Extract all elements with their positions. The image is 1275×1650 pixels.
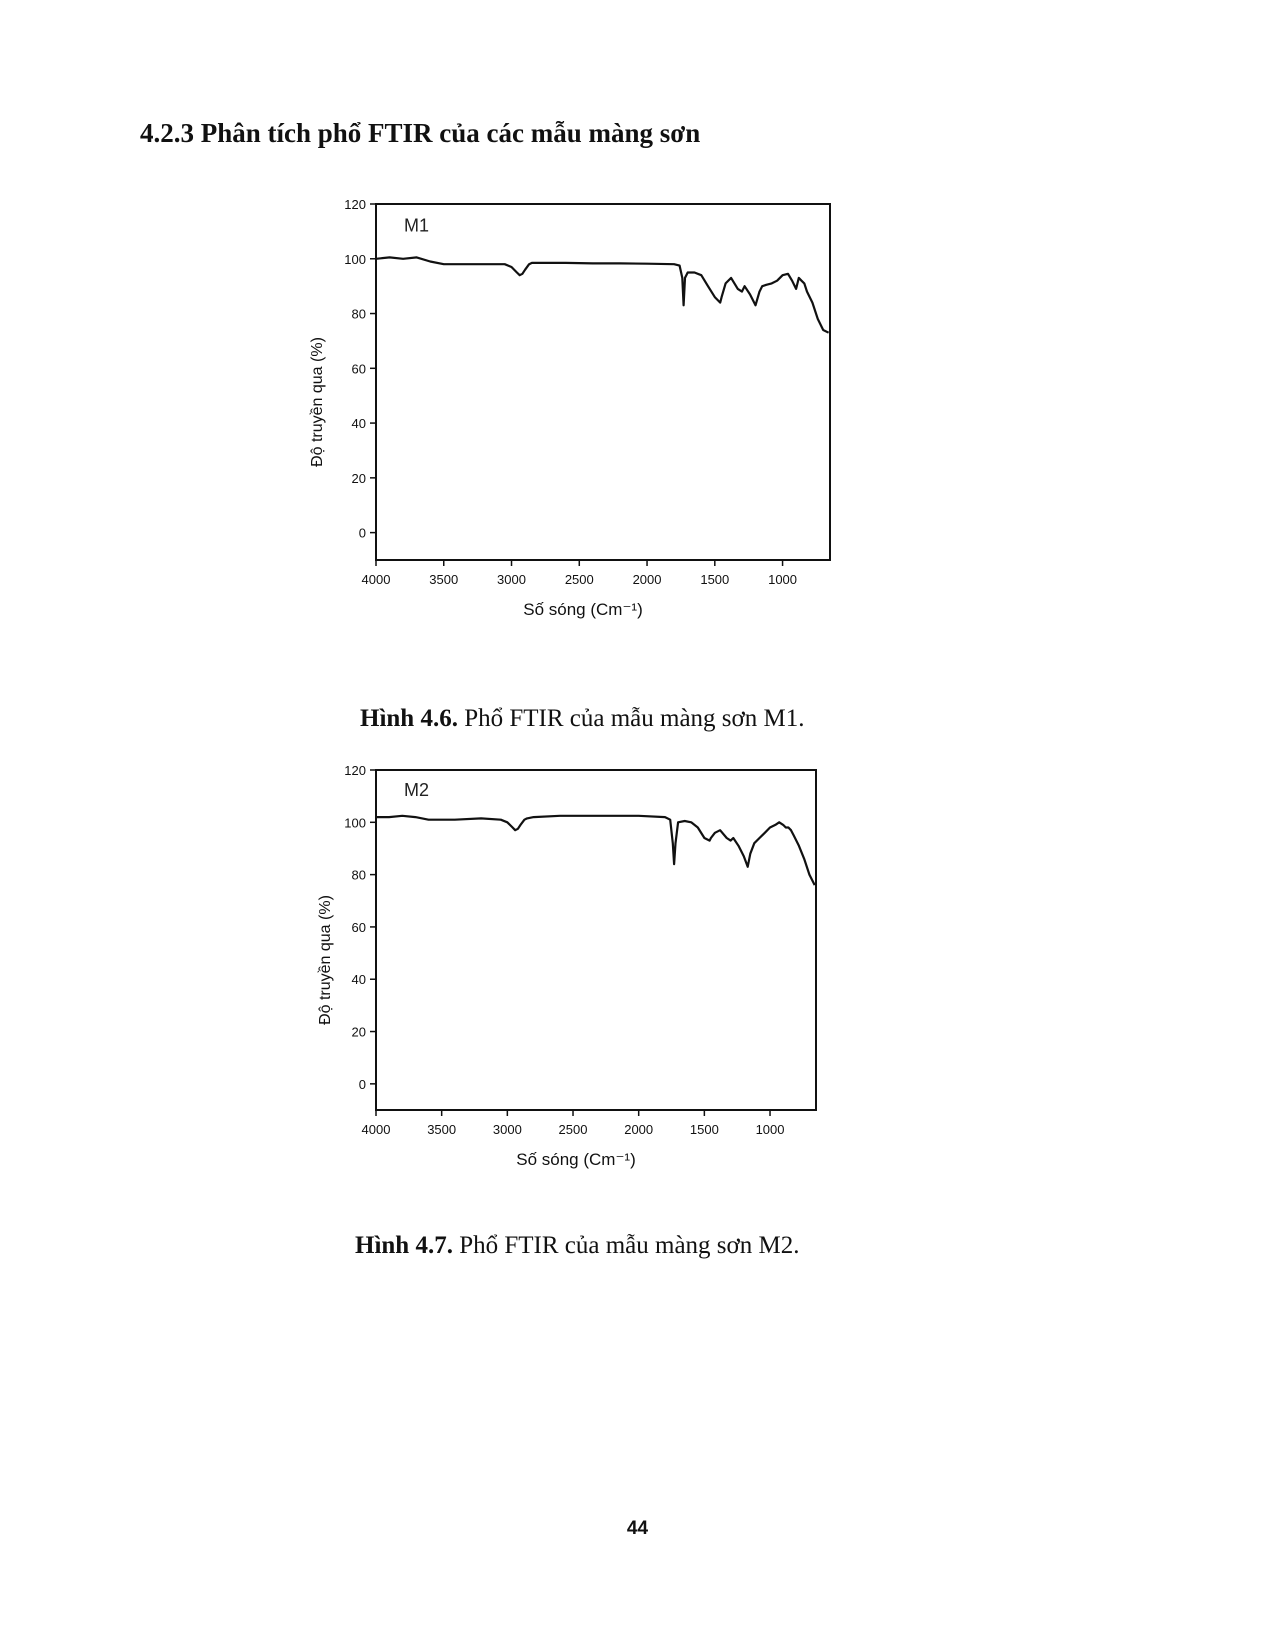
figure-text: Phổ FTIR của mẫu màng sơn M2.: [459, 1232, 800, 1259]
x-axis-label: Số sóng (Cm⁻¹): [516, 1150, 636, 1169]
x-tick-label: 2000: [624, 1122, 653, 1137]
x-tick-label: 2500: [565, 572, 594, 587]
y-tick-label: 80: [352, 868, 366, 883]
x-tick-label: 3500: [427, 1122, 456, 1137]
x-tick-label: 2000: [633, 572, 662, 587]
ftir-chart-m1: 0 20 40 60 80 100 120 4000 3500 3000 2500 2000 1500 1…: [309, 197, 831, 619]
x-tick-label: 2500: [559, 1122, 588, 1137]
y-tick-label: 20: [352, 1025, 366, 1040]
x-tick-label: 3000: [497, 572, 526, 587]
series-label: M1: [404, 215, 429, 235]
series-label: M2: [404, 780, 429, 800]
ftir-chart-m2: 0 20 40 60 80 100 120 4000 3500 3000 2500 2000 1500 1…: [317, 763, 817, 1169]
x-tick-label: 1500: [690, 1122, 719, 1137]
spectrum-line: [376, 814, 816, 886]
page-number: 44: [626, 1518, 649, 1539]
x-tick-label: 3500: [429, 572, 458, 587]
figure-caption-m1: Hình 4.6. Phổ FTIR của mẫu màng sơn M1.: [360, 705, 805, 733]
x-axis-label: Số sóng (Cm⁻¹): [523, 600, 643, 619]
y-tick-label: 40: [352, 972, 366, 987]
section-heading: 4.2.3 Phân tích phổ FTIR của các mẫu màn…: [140, 118, 701, 148]
plot-frame: [375, 769, 817, 1111]
figure-caption-m2: Hình 4.7. Phổ FTIR của mẫu màng sơn M2.: [355, 1232, 800, 1260]
y-tick-label: 0: [359, 1077, 366, 1092]
x-tick-label: 1500: [700, 572, 729, 587]
figure-number: Hình 4.7.: [355, 1232, 453, 1259]
x-tick-label: 4000: [362, 572, 391, 587]
y-axis-label: Độ truyền qua (%): [317, 895, 334, 1025]
y-tick-label: 60: [352, 920, 366, 935]
x-tick-label: 3000: [493, 1122, 522, 1137]
y-axis-label: Độ truyền qua (%): [309, 337, 326, 467]
y-tick-label: 120: [344, 197, 366, 212]
x-tick-label: 4000: [362, 1122, 391, 1137]
x-tick-label: 1000: [768, 572, 797, 587]
y-tick-label: 20: [352, 471, 366, 486]
y-tick-label: 60: [352, 361, 366, 376]
plot-frame: [375, 203, 831, 561]
y-tick-label: 100: [344, 815, 366, 830]
y-tick-label: 120: [344, 763, 366, 778]
x-tick-label: 1000: [756, 1122, 785, 1137]
y-tick-label: 0: [359, 526, 366, 541]
y-tick-label: 80: [352, 307, 366, 322]
y-tick-label: 100: [344, 252, 366, 267]
spectrum-line: [375, 256, 830, 334]
y-tick-label: 40: [352, 416, 366, 431]
figure-number: Hình 4.6.: [360, 705, 458, 732]
figure-text: Phổ FTIR của mẫu màng sơn M1.: [464, 705, 805, 732]
